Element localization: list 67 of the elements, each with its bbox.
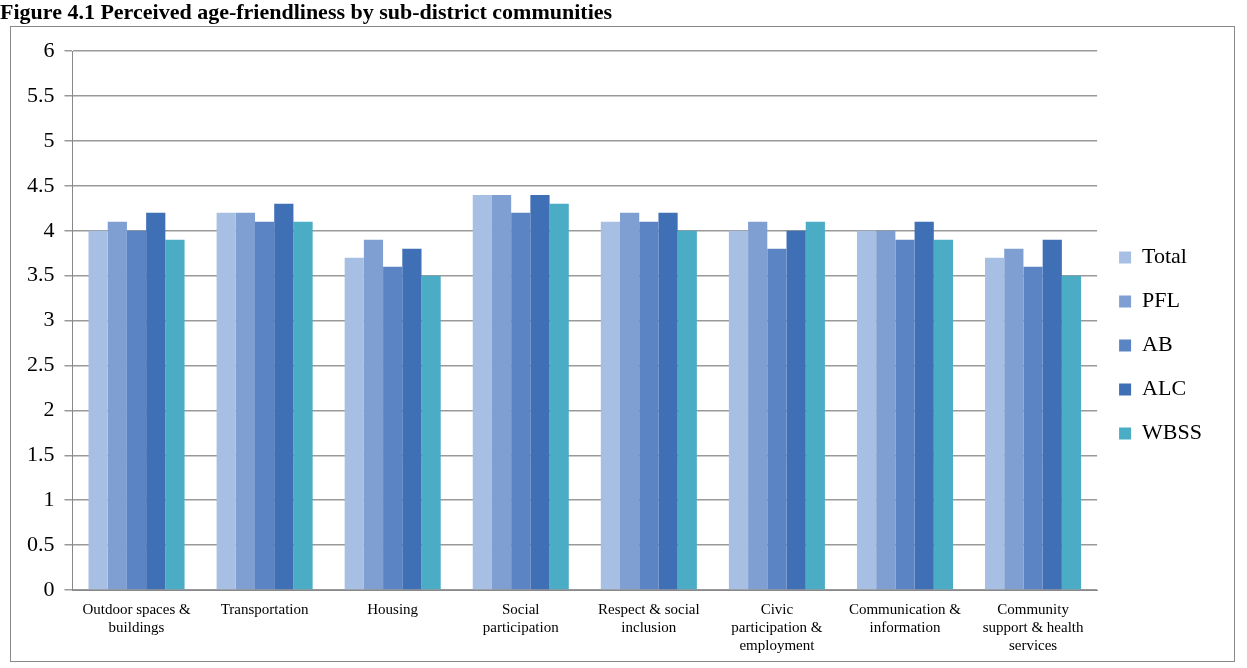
x-tick-label: Outdoor spaces & buildings xyxy=(82,600,192,635)
bar xyxy=(895,239,915,590)
bar xyxy=(235,212,256,590)
bar xyxy=(511,212,531,590)
legend-label: WBSS xyxy=(1142,419,1203,445)
legend-label: PFL xyxy=(1142,287,1181,313)
bar xyxy=(1004,248,1024,590)
bar xyxy=(933,239,954,590)
x-tick-label: Communication & information xyxy=(848,600,962,635)
bar xyxy=(530,194,550,590)
legend-label: ALC xyxy=(1142,375,1187,401)
x-tick-label: Housing xyxy=(367,600,419,617)
bar xyxy=(274,203,294,590)
bar xyxy=(658,212,678,590)
chart-title: Figure 4.1 Perceived age-friendliness by sub-district communities xyxy=(0,0,613,24)
bar xyxy=(1023,266,1043,590)
bar xyxy=(293,221,313,590)
y-tick-label: 4 xyxy=(43,216,55,242)
y-tick-label: 2 xyxy=(43,396,55,422)
y-tick-label: 3.5 xyxy=(27,261,55,287)
bar xyxy=(600,221,621,590)
x-tick-label: Transportation xyxy=(220,600,309,617)
y-tick-label: 5 xyxy=(43,126,55,152)
bar xyxy=(639,221,659,590)
bar xyxy=(472,194,492,590)
bar xyxy=(786,230,806,590)
bar xyxy=(344,257,364,590)
y-tick-label: 3 xyxy=(43,306,55,332)
bar xyxy=(402,248,422,590)
y-tick-label: 2.5 xyxy=(27,351,55,377)
bar xyxy=(216,212,236,590)
x-tick-label: Civic participation & employment xyxy=(731,600,823,653)
legend-label: Total xyxy=(1142,243,1187,269)
bar xyxy=(107,221,127,590)
bar xyxy=(748,221,768,590)
bar xyxy=(88,230,108,590)
bar xyxy=(805,221,825,590)
x-tick-label: Community support & health services xyxy=(982,600,1084,653)
bar xyxy=(491,194,512,590)
y-tick-label: 0.5 xyxy=(27,530,55,556)
bar xyxy=(383,266,403,590)
bar xyxy=(126,230,147,590)
bar xyxy=(876,230,896,590)
bar xyxy=(549,203,569,590)
y-tick-label: 0 xyxy=(43,575,55,601)
bar xyxy=(728,230,749,590)
y-tick-label: 4.5 xyxy=(27,171,55,197)
x-tick-label: Respect & social inclusion xyxy=(598,600,700,635)
y-tick-label: 6 xyxy=(43,36,55,62)
bar xyxy=(255,221,275,590)
bar xyxy=(767,248,787,590)
y-tick-label: 1.5 xyxy=(27,441,55,467)
y-tick-label: 5.5 xyxy=(27,81,55,107)
bar xyxy=(1042,239,1062,590)
legend-label: AB xyxy=(1142,331,1173,357)
bar xyxy=(363,239,384,590)
y-tick-label: 1 xyxy=(43,485,55,511)
bar xyxy=(677,230,697,590)
bar xyxy=(146,212,166,590)
bar xyxy=(421,275,441,590)
bar xyxy=(985,257,1005,590)
bar xyxy=(914,221,934,590)
bar xyxy=(856,230,877,590)
bar xyxy=(620,212,640,590)
bar xyxy=(165,239,185,590)
bar xyxy=(1061,275,1082,590)
x-tick-label: Social participation xyxy=(482,600,560,635)
